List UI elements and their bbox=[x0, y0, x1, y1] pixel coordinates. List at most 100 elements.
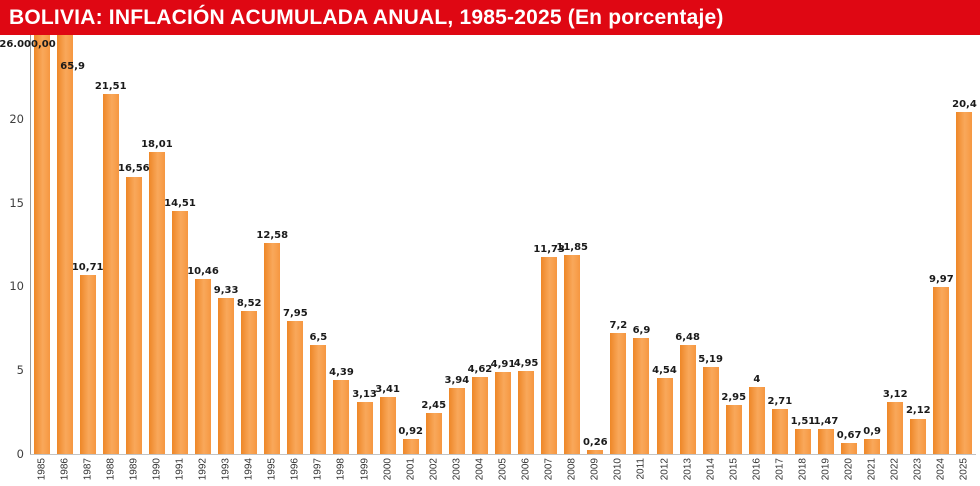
bar-2013 bbox=[679, 345, 696, 454]
x-tick-slot-2018: 2018 bbox=[791, 458, 814, 486]
bar-slot-2004: 4,62 bbox=[468, 35, 492, 454]
x-tick-slot-1999: 1999 bbox=[353, 458, 376, 486]
x-tick-label-2001: 2001 bbox=[405, 458, 417, 481]
x-tick-slot-2013: 2013 bbox=[676, 458, 699, 486]
bar-2022 bbox=[887, 401, 904, 454]
x-tick-label-1994: 1994 bbox=[243, 458, 255, 481]
x-tick-label-2007: 2007 bbox=[543, 458, 555, 481]
x-tick-label-2010: 2010 bbox=[612, 458, 624, 481]
bar-value-label-1987: 10,71 bbox=[71, 261, 104, 273]
bar-1997 bbox=[310, 345, 327, 454]
bar-slot-1996: 7,95 bbox=[283, 35, 308, 454]
x-tick-slot-2019: 2019 bbox=[814, 458, 837, 486]
bar-value-label-1993: 9,33 bbox=[213, 284, 239, 296]
x-tick-slot-1992: 1992 bbox=[192, 458, 215, 486]
bar-value-label-2007: 11,73 bbox=[533, 244, 565, 256]
x-tick-label-2014: 2014 bbox=[705, 458, 717, 481]
x-tick-slot-2011: 2011 bbox=[630, 458, 653, 486]
x-tick-label-2021: 2021 bbox=[866, 458, 878, 481]
x-tick-slot-1989: 1989 bbox=[122, 458, 145, 486]
x-tick-label-2016: 2016 bbox=[751, 458, 763, 481]
bar-slot-2022: 3,12 bbox=[883, 35, 908, 454]
bar-2015 bbox=[725, 404, 742, 454]
bar-value-label-1986: 65,9 bbox=[60, 61, 85, 72]
bar-slot-2020: 0,67 bbox=[837, 35, 861, 454]
bar-slot-2016: 4 bbox=[745, 35, 768, 454]
bar-2025 bbox=[956, 112, 973, 454]
bar-slot-1995: 12,58 bbox=[256, 35, 288, 454]
x-tick-label-2011: 2011 bbox=[635, 458, 647, 480]
bar-2012 bbox=[656, 377, 673, 454]
bar-slot-2013: 6,48 bbox=[675, 35, 700, 454]
bar-2006 bbox=[518, 371, 535, 454]
bar-value-label-1997: 6,5 bbox=[309, 332, 328, 344]
bar-2008 bbox=[564, 255, 581, 454]
x-tick-label-2003: 2003 bbox=[451, 458, 463, 481]
bar-slot-1987: 10,71 bbox=[72, 35, 103, 454]
bar-2019 bbox=[818, 429, 835, 454]
x-tick-label-1999: 1999 bbox=[359, 458, 371, 481]
bar-slot-2001: 0,92 bbox=[398, 35, 423, 454]
bar-value-label-2002: 2,45 bbox=[421, 399, 447, 411]
bar-slot-2018: 1,51 bbox=[791, 35, 815, 454]
bar-slot-1986: 65,9 bbox=[53, 35, 85, 454]
x-tick-slot-2002: 2002 bbox=[422, 458, 445, 486]
bar-2001 bbox=[402, 438, 419, 454]
x-tick-label-1997: 1997 bbox=[312, 458, 324, 481]
bar-1987 bbox=[79, 274, 96, 454]
x-tick-label-1988: 1988 bbox=[105, 458, 117, 481]
bar-1985 bbox=[33, 35, 50, 454]
bar-2002 bbox=[425, 412, 442, 454]
bar-2020 bbox=[841, 442, 858, 454]
bar-value-label-1992: 10,46 bbox=[187, 265, 219, 277]
bar-value-label-2009: 0,26 bbox=[582, 436, 608, 448]
bar-2000 bbox=[379, 396, 396, 454]
bar-1993 bbox=[218, 297, 235, 454]
x-tick-slot-2023: 2023 bbox=[907, 458, 930, 486]
bar-slot-1990: 18,01 bbox=[141, 35, 173, 454]
x-tick-slot-2001: 2001 bbox=[399, 458, 422, 486]
bar-slot-2009: 0,26 bbox=[582, 35, 608, 454]
bar-value-label-2014: 5,19 bbox=[698, 354, 723, 366]
bar-slot-2014: 5,19 bbox=[698, 35, 723, 454]
bar-slot-1991: 14,51 bbox=[164, 35, 196, 454]
bar-2009 bbox=[587, 449, 604, 454]
x-tick-slot-2022: 2022 bbox=[884, 458, 907, 486]
x-tick-slot-1996: 1996 bbox=[284, 458, 307, 486]
x-tick-label-2015: 2015 bbox=[728, 458, 740, 481]
bar-value-label-2013: 6,48 bbox=[675, 332, 700, 344]
bar-slot-1992: 10,46 bbox=[187, 35, 219, 454]
bar-value-label-2019: 1,47 bbox=[813, 416, 839, 428]
x-tick-label-2009: 2009 bbox=[589, 458, 601, 481]
x-tick-slot-2021: 2021 bbox=[861, 458, 884, 486]
x-tick-slot-2024: 2024 bbox=[930, 458, 953, 486]
bar-value-label-2016: 4 bbox=[753, 373, 761, 385]
x-tick-label-2013: 2013 bbox=[682, 458, 694, 481]
x-tick-slot-1986: 1986 bbox=[53, 458, 76, 486]
x-tick-label-2019: 2019 bbox=[820, 458, 832, 481]
y-tick-label-10: 10 bbox=[9, 279, 24, 294]
x-tick-slot-1985: 1985 bbox=[30, 458, 53, 486]
x-tick-label-1985: 1985 bbox=[36, 458, 48, 481]
bar-value-label-2011: 6,9 bbox=[632, 325, 651, 337]
x-tick-label-2004: 2004 bbox=[474, 458, 486, 481]
bar-1986 bbox=[56, 35, 73, 454]
bar-slot-2002: 2,45 bbox=[421, 35, 447, 454]
x-tick-slot-1991: 1991 bbox=[168, 458, 191, 486]
bar-slot-2012: 4,54 bbox=[652, 35, 677, 454]
bar-2011 bbox=[633, 338, 650, 454]
x-tick-label-1986: 1986 bbox=[59, 458, 71, 481]
bar-slot-2015: 2,95 bbox=[721, 35, 746, 454]
bar-1996 bbox=[287, 320, 304, 454]
bar-1998 bbox=[333, 380, 350, 454]
bar-value-label-1998: 4,39 bbox=[329, 367, 354, 379]
y-tick-label-0: 0 bbox=[16, 447, 24, 461]
bar-1992 bbox=[195, 278, 212, 454]
bar-value-label-1995: 12,58 bbox=[256, 230, 289, 242]
bar-value-label-1989: 16,56 bbox=[117, 163, 150, 175]
bar-slot-1998: 4,39 bbox=[329, 35, 354, 454]
y-tick-label-5: 5 bbox=[16, 363, 24, 378]
bar-value-label-2000: 3,41 bbox=[375, 383, 400, 395]
bar-slot-1994: 8,52 bbox=[237, 35, 262, 454]
x-tick-label-2000: 2000 bbox=[382, 458, 394, 481]
